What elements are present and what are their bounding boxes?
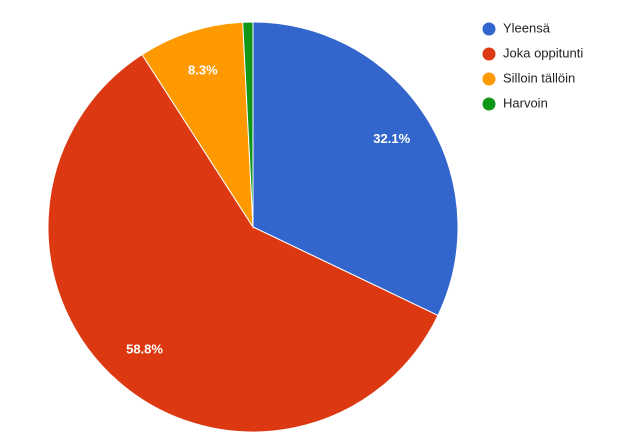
legend-marker — [482, 47, 496, 61]
legend-label: Silloin tällöin — [503, 70, 575, 85]
legend-label: Joka oppitunti — [503, 45, 583, 60]
legend-marker — [482, 97, 496, 111]
legend-label: Yleensä — [503, 20, 551, 35]
slice-label: 58.8% — [126, 341, 163, 356]
slice-label: 32.1% — [373, 131, 410, 146]
legend-marker — [482, 22, 496, 36]
legend-label: Harvoin — [503, 95, 548, 110]
pie-slice — [47, 53, 439, 433]
slice-label: 8.3% — [188, 62, 218, 77]
legend-marker — [482, 72, 496, 86]
pie-slice — [242, 21, 254, 228]
pie-slice — [252, 21, 459, 317]
pie-slice — [141, 21, 254, 229]
